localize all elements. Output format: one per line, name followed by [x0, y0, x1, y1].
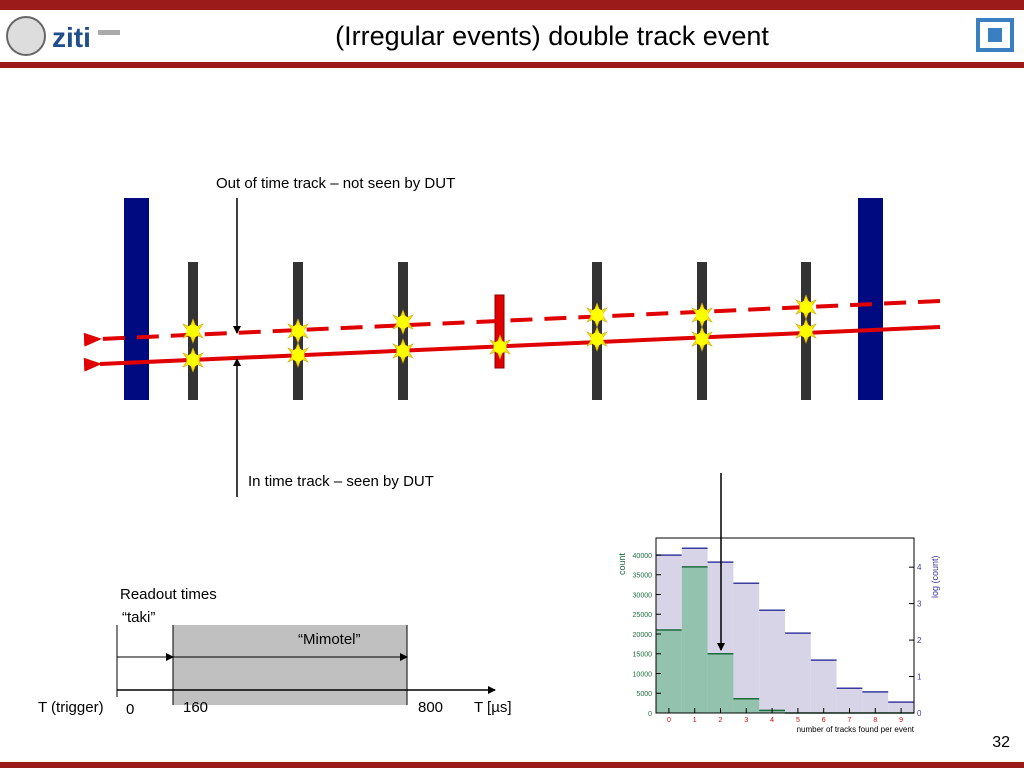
x-tick-label: 5: [796, 717, 800, 724]
histogram-bar: [681, 566, 708, 713]
y-tick-label: 5000: [636, 691, 652, 698]
histogram-bar: [733, 583, 760, 713]
logo-dots: [98, 30, 120, 35]
slide-title: (Irregular events) double track event: [335, 21, 769, 51]
label: 160: [183, 699, 208, 716]
histogram-bar: [656, 630, 682, 713]
plot-frame: [655, 537, 915, 714]
x-tick-label: 1: [693, 717, 697, 724]
x-tick-label: 3: [744, 717, 748, 724]
y-tick-label: 40000: [633, 553, 653, 560]
y-tick-label: 15000: [633, 652, 653, 659]
footer-band: [0, 762, 1024, 768]
page-number: 32: [992, 734, 1010, 751]
readout-window: [173, 625, 407, 705]
y-tick-label: 35000: [633, 573, 653, 580]
label: T [µs]: [474, 699, 512, 716]
scintillator: [858, 198, 883, 400]
histogram-bar: [785, 633, 811, 713]
histogram-bar: [862, 691, 889, 713]
label: “taki”: [122, 609, 155, 626]
dut: [494, 294, 505, 369]
logo-text: ziti: [52, 22, 91, 53]
header-rule: [0, 62, 1024, 68]
y-tick-label: 25000: [633, 612, 653, 619]
y2-tick-label: 4: [917, 563, 922, 572]
histogram-bar: [888, 702, 914, 713]
y2-tick-label: 1: [917, 673, 922, 682]
annotation: Out of time track – not seen by DUT: [216, 175, 455, 192]
y2-tick-label: 3: [917, 600, 922, 609]
x-tick-label: 8: [873, 717, 877, 724]
y-tick-label: 20000: [633, 632, 653, 639]
histogram-bar: [810, 660, 837, 713]
y-tick-label: 30000: [633, 592, 653, 599]
y2-axis-label: log (count): [930, 555, 940, 598]
histogram-bar: [733, 698, 760, 713]
x-tick-label: 7: [848, 717, 852, 724]
x-tick-label: 0: [667, 717, 671, 724]
header-band: [0, 0, 1024, 10]
x-axis-label: number of tracks found per event: [797, 725, 915, 734]
y-axis-label: count: [617, 552, 627, 575]
y-tick-label: 10000: [633, 671, 653, 678]
histogram: 0 5000 10000 15000 20000 25000 30000 35000 40000…: [617, 537, 940, 734]
label: “Mimotel”: [298, 631, 361, 648]
histogram-bar: [759, 610, 785, 713]
x-tick-label: 9: [899, 717, 903, 724]
x-tick-label: 2: [719, 717, 723, 724]
label: Readout times: [120, 586, 217, 603]
annotation: In time track – seen by DUT: [248, 473, 434, 490]
label: 0: [126, 701, 134, 718]
seal-logo: [6, 16, 46, 56]
scintillator: [124, 198, 149, 400]
right-logo: [976, 18, 1014, 52]
label: T (trigger): [38, 699, 104, 716]
y-tick-label: 0: [648, 711, 652, 718]
y2-tick-label: 2: [917, 636, 922, 645]
y2-tick-label: 0: [917, 709, 922, 718]
x-tick-label: 6: [822, 717, 826, 724]
histogram-bar: [707, 653, 734, 713]
label: 800: [418, 699, 443, 716]
x-tick-label: 4: [770, 717, 774, 724]
